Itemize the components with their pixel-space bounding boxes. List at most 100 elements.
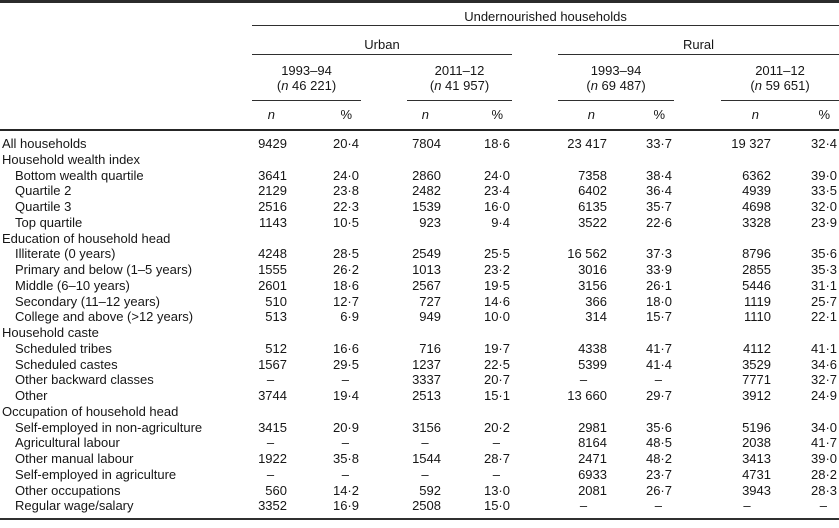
data-cell: – <box>266 435 275 451</box>
data-cell: 716 <box>419 340 441 356</box>
data-cell <box>558 325 609 341</box>
data-cell: 2567 <box>412 277 441 293</box>
table-row: Other manual labour 1922 35·8 1544 28·7 2471 4… <box>0 451 839 467</box>
column-gap <box>512 435 558 451</box>
row-label: All households <box>2 136 87 151</box>
data-cell: 19 327 <box>731 136 771 151</box>
column-gap <box>674 278 721 294</box>
data-cell: 923 <box>419 214 441 230</box>
data-cell <box>407 152 443 168</box>
data-cell: 4939 <box>742 183 771 199</box>
data-cell <box>289 325 361 341</box>
data-cell: – <box>421 466 429 482</box>
column-gap <box>674 100 721 131</box>
data-cell: 5446 <box>742 277 771 293</box>
data-cell: 7771 <box>742 372 771 388</box>
column-gap <box>674 498 721 514</box>
row-label: Self-employed in agriculture <box>15 466 177 482</box>
data-cell: 2516 <box>258 199 287 214</box>
data-cell <box>721 404 773 420</box>
table-row: Other occupations 560 14·2 592 13·0 2081 26·7 3… <box>0 483 839 499</box>
data-cell: 1143 <box>259 214 287 230</box>
data-cell: 32·4 <box>811 136 838 151</box>
data-cell: 22·5 <box>483 356 510 372</box>
sample-size: 59 651 <box>765 78 806 93</box>
data-cell: 4698 <box>742 199 771 214</box>
column-gap <box>361 215 407 231</box>
data-cell: 33·9 <box>645 262 672 277</box>
column-gap <box>674 435 721 451</box>
data-cell: 35·8 <box>332 451 359 466</box>
col-header-n: n <box>558 100 609 131</box>
data-cell: 39·0 <box>811 167 838 183</box>
data-cell: 1555 <box>258 262 287 277</box>
data-cell: 10·0 <box>483 309 510 325</box>
data-cell: 34·6 <box>811 356 838 372</box>
column-gap <box>674 246 721 262</box>
title-row: Undernourished households <box>0 3 839 26</box>
data-cell: 3943 <box>742 482 771 498</box>
data-cell: 4112 <box>743 340 771 356</box>
sample-size: 41 957 <box>445 78 485 93</box>
row-label: Top quartile <box>15 214 83 230</box>
data-cell <box>609 325 674 341</box>
column-gap <box>361 246 407 262</box>
data-cell <box>721 325 773 341</box>
data-cell <box>721 231 773 247</box>
data-cell: 23·9 <box>811 214 838 230</box>
row-label: Scheduled tribes <box>15 340 112 356</box>
data-cell <box>609 152 674 168</box>
table-row: Other 3744 19·4 2513 15·1 13 660 29·7 3912 24·9 <box>0 388 839 404</box>
data-cell <box>252 325 289 341</box>
data-cell: 33·5 <box>811 183 838 199</box>
data-cell: – <box>492 466 500 482</box>
data-cell: 20·2 <box>483 419 510 435</box>
data-cell: – <box>421 435 429 451</box>
data-cell: 23·8 <box>332 183 359 199</box>
data-cell <box>252 152 289 168</box>
column-gap <box>674 231 721 247</box>
data-cell: 2471 <box>578 451 607 466</box>
data-cell: 41·7 <box>811 435 838 451</box>
table-row: Middle (6–10 years) 2601 18·6 2567 19·5 3156 2… <box>0 278 839 294</box>
column-gap <box>512 262 558 278</box>
data-cell: 24·0 <box>332 167 359 183</box>
data-cell: 6135 <box>578 199 607 214</box>
column-gap <box>512 341 558 357</box>
table-row: Quartile 2 2129 23·8 2482 23·4 6402 36·4 4939 33… <box>0 183 839 199</box>
data-cell: 26·2 <box>332 262 359 277</box>
data-cell: – <box>341 435 349 451</box>
table-body: All households 9429 20·4 7804 18·6 23 417 33·7… <box>0 130 839 514</box>
n-symbol: n <box>754 78 762 93</box>
data-cell: 35·3 <box>811 262 838 277</box>
data-cell: 4248 <box>258 246 287 262</box>
row-label: Quartile 3 <box>15 199 72 214</box>
data-cell: 23·2 <box>483 262 510 277</box>
column-gap <box>361 372 407 388</box>
n-symbol: n <box>590 78 598 93</box>
data-cell: 48·5 <box>645 435 672 451</box>
data-cell: 3522 <box>578 214 607 230</box>
data-cell <box>443 325 512 341</box>
table-row: Top quartile 1143 10·5 923 9·4 3522 22·6 3328 23… <box>0 215 839 231</box>
data-cell: 5196 <box>742 419 771 435</box>
column-gap <box>361 435 407 451</box>
row-label: Self-employed in non-agriculture <box>15 419 203 435</box>
data-cell: 14·2 <box>332 482 359 498</box>
column-gap <box>361 451 407 467</box>
period-n: (n 59 651) <box>750 78 810 93</box>
data-cell: 16·0 <box>483 199 510 214</box>
data-cell: 3641 <box>258 167 287 183</box>
section-header-row: Household caste <box>0 325 839 341</box>
column-gap <box>512 467 558 483</box>
data-cell: 34·0 <box>811 419 838 435</box>
column-gap <box>674 309 721 325</box>
row-label: Other <box>15 388 48 403</box>
data-cell: 24·9 <box>811 388 838 403</box>
column-gap <box>512 372 558 388</box>
data-cell: 6402 <box>578 183 607 199</box>
table-row: All households 9429 20·4 7804 18·6 23 417 33·7… <box>0 130 839 152</box>
row-label: College and above (>12 years) <box>15 309 194 325</box>
data-cell: 1110 <box>744 309 771 325</box>
